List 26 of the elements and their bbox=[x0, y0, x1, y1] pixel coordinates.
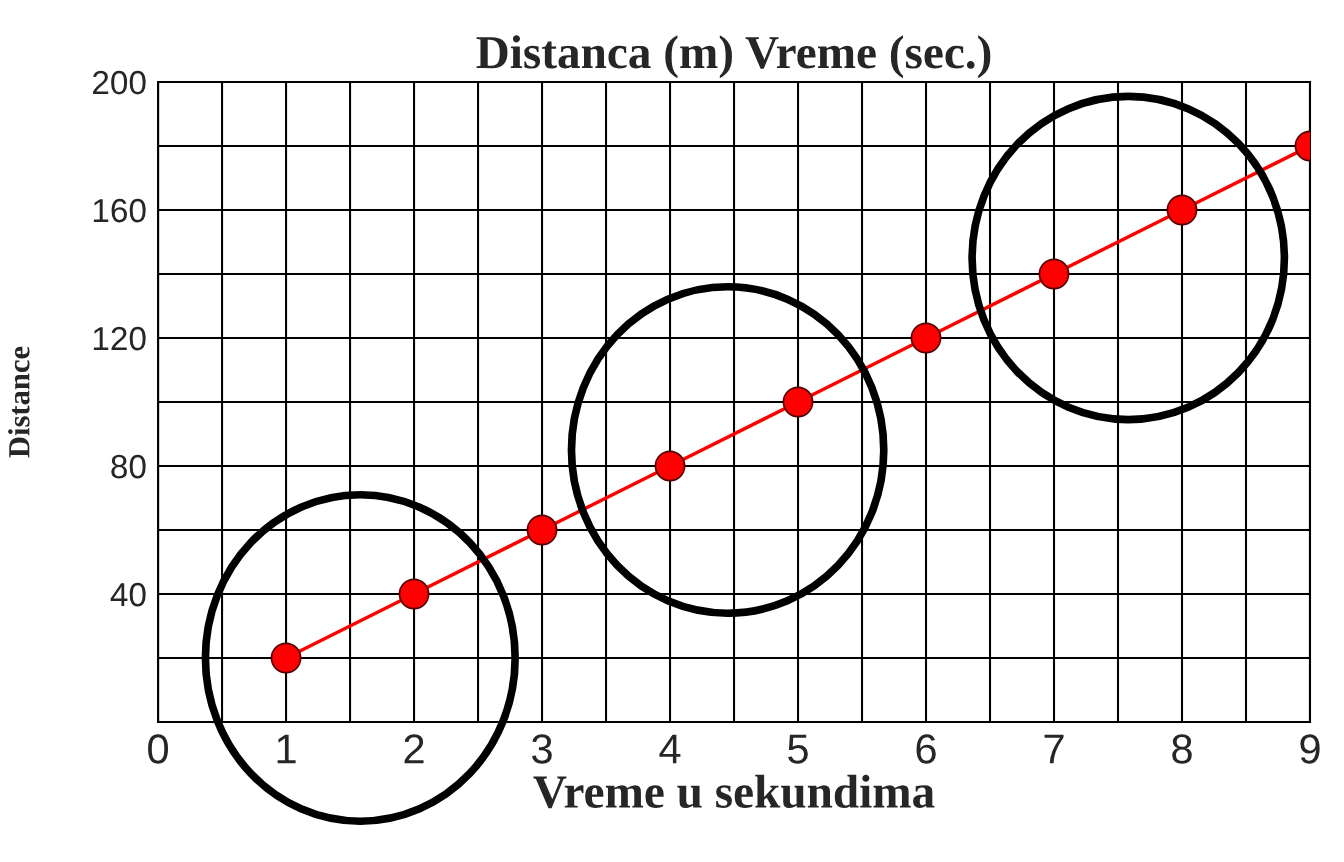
point bbox=[1166, 194, 1198, 226]
x-tick-label: 8 bbox=[1172, 734, 1192, 764]
x-axis-title: Vreme u sekundima bbox=[533, 774, 935, 809]
y-tick-label: 40 bbox=[110, 582, 146, 607]
point bbox=[270, 642, 302, 674]
x-tick-label: 5 bbox=[788, 734, 808, 764]
x-tick-label: 6 bbox=[916, 734, 936, 764]
x-tick-label: 7 bbox=[1044, 734, 1064, 764]
y-tick-label: 120 bbox=[93, 326, 146, 351]
x-tick-label: 1 bbox=[277, 734, 296, 764]
y-tick-label: 80 bbox=[111, 454, 146, 479]
x-tick-label: 3 bbox=[532, 734, 552, 764]
y-tick-label: 160 bbox=[93, 198, 146, 223]
point bbox=[654, 450, 686, 482]
y-axis-title: Distance bbox=[8, 346, 30, 458]
x-tick-label: 0 bbox=[148, 734, 169, 764]
x-tick-label: 4 bbox=[659, 734, 681, 764]
point bbox=[910, 322, 942, 354]
y-tick-label: 200 bbox=[93, 70, 146, 95]
point bbox=[1038, 258, 1070, 290]
point bbox=[782, 386, 814, 418]
chart-title: Distanca (m) Vreme (sec.) bbox=[476, 35, 991, 79]
point bbox=[526, 514, 558, 546]
x-tick-label: 2 bbox=[404, 734, 424, 764]
x-tick-label: 9 bbox=[1300, 734, 1320, 764]
point bbox=[398, 578, 430, 610]
